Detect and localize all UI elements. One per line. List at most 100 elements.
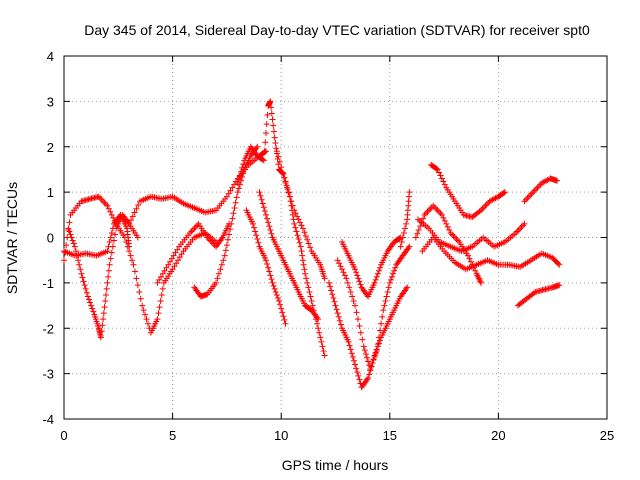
data-point	[126, 220, 133, 227]
data-point-run	[516, 296, 529, 308]
data-point-run	[482, 236, 496, 249]
data-point-run	[257, 192, 268, 215]
data-point	[521, 198, 528, 205]
series-track-q	[415, 216, 528, 255]
data-point-run	[421, 236, 435, 252]
data-point-run	[301, 229, 314, 251]
data-point-run	[244, 209, 255, 225]
data-point-run	[474, 272, 484, 285]
data-point	[380, 307, 387, 314]
data-point	[404, 284, 411, 291]
data-point-run	[346, 254, 357, 270]
data-point-run	[296, 291, 308, 307]
data-point-run	[292, 210, 305, 229]
data-point-run	[503, 231, 517, 244]
y-tick-label: 1	[47, 185, 54, 200]
data-point	[371, 279, 378, 286]
data-point-run	[98, 304, 108, 335]
data-point	[139, 302, 146, 309]
series-track-r	[428, 161, 508, 221]
data-point-run	[148, 318, 160, 334]
data-point-run	[171, 251, 185, 270]
data-point-run	[525, 290, 537, 301]
data-point	[325, 279, 332, 286]
data-point-run	[514, 222, 527, 235]
data-point-run	[540, 251, 554, 261]
data-point-run	[361, 347, 373, 369]
data-point-run	[310, 250, 322, 266]
data-point-run	[182, 201, 196, 211]
chart-title: Day 345 of 2014, Sidereal Day-to-day VTE…	[84, 22, 590, 38]
data-point	[276, 298, 283, 305]
data-point-run	[188, 222, 201, 235]
data-point-run	[242, 155, 253, 171]
data-point-run	[283, 184, 296, 209]
data-point-run	[162, 268, 175, 284]
series-track-p	[419, 234, 563, 273]
data-point	[438, 211, 445, 218]
y-tick-label: 0	[47, 231, 54, 246]
data-point	[249, 220, 256, 227]
data-point	[134, 234, 141, 241]
data-point-run	[257, 245, 268, 261]
data-point	[406, 243, 413, 250]
x-tick-label: 25	[600, 428, 614, 443]
data-point	[78, 270, 85, 277]
data-point-run	[298, 248, 308, 273]
data-point-run	[290, 277, 301, 293]
data-point	[271, 134, 278, 141]
data-point-run	[193, 205, 207, 215]
y-tick-label: -1	[42, 276, 54, 291]
data-point-run	[222, 226, 234, 254]
data-point	[315, 325, 322, 332]
data-point	[352, 302, 359, 309]
data-point-run	[127, 201, 142, 224]
data-point-run	[436, 169, 448, 188]
data-point-run	[92, 313, 102, 329]
data-point	[262, 211, 269, 218]
data-point-run	[277, 250, 288, 266]
data-point	[291, 207, 298, 214]
data-point-run	[449, 244, 463, 254]
data-point	[234, 189, 241, 196]
data-point-run	[251, 224, 262, 246]
series-track-n	[397, 189, 413, 250]
series-track-s	[521, 175, 561, 205]
data-point-run	[449, 231, 461, 244]
x-tick-label: 0	[60, 428, 67, 443]
data-point-run	[156, 264, 170, 283]
data-point	[126, 243, 133, 250]
data-point	[154, 316, 161, 323]
data-point-run	[171, 194, 185, 206]
data-point-run	[550, 256, 562, 267]
data-point	[478, 279, 485, 286]
series-track-m	[339, 234, 404, 300]
data-point	[282, 180, 289, 187]
data-point-run	[220, 223, 231, 239]
y-tick-label: 2	[47, 140, 54, 155]
data-point	[360, 343, 367, 350]
series-track-l	[334, 243, 413, 373]
data-point	[321, 275, 328, 282]
data-point-run	[381, 284, 392, 309]
data-point-run	[235, 161, 247, 183]
data-point-run	[466, 255, 479, 274]
data-point	[501, 189, 508, 196]
data-point	[223, 193, 230, 200]
y-axis-label: SDTVAR / TECUs	[4, 182, 20, 294]
y-tick-label: -2	[42, 321, 54, 336]
series-track-b	[65, 211, 141, 341]
data-point-run	[372, 264, 384, 283]
plot-frame	[63, 55, 608, 420]
data-point	[61, 257, 67, 264]
series-track-c	[61, 211, 133, 259]
data-point	[254, 143, 261, 150]
data-point-run	[268, 104, 277, 135]
data-point-run	[496, 189, 507, 199]
data-point-run	[353, 269, 364, 288]
data-point-run	[316, 329, 327, 354]
data-point-run	[303, 303, 314, 313]
series-track-a	[61, 193, 220, 336]
data-point-run	[292, 224, 303, 246]
data-point-run	[529, 251, 544, 263]
